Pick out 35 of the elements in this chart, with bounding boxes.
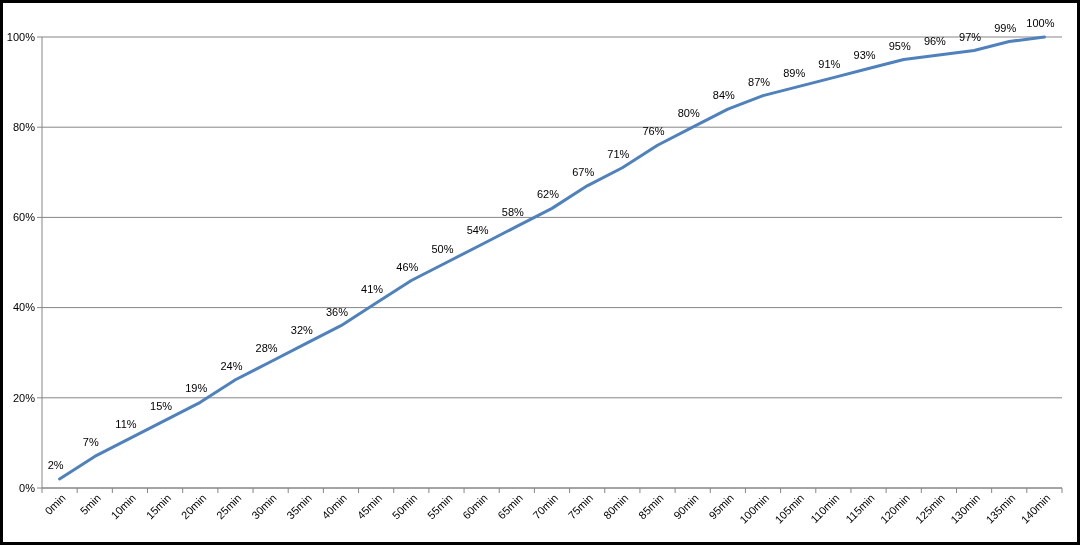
text: 41% xyxy=(361,283,384,296)
text: 50% xyxy=(431,242,454,255)
y-tick-label: 20% xyxy=(12,391,36,404)
text: 7% xyxy=(82,436,99,449)
text: 97% xyxy=(959,30,982,43)
text: 24% xyxy=(220,359,243,372)
text: 96% xyxy=(923,35,946,48)
text: 100% xyxy=(1026,17,1055,29)
text: 32% xyxy=(290,323,313,336)
text: 93% xyxy=(853,48,876,61)
text: 67% xyxy=(572,165,595,178)
text: 2% xyxy=(47,458,64,471)
text: 89% xyxy=(783,66,806,79)
text: 28% xyxy=(255,341,278,354)
text: 84% xyxy=(712,89,735,102)
text: 36% xyxy=(325,305,348,318)
y-tick-label: 80% xyxy=(12,121,36,134)
text: 54% xyxy=(466,224,489,237)
text: 99% xyxy=(994,21,1017,34)
y-tick-label: 100% xyxy=(6,30,36,43)
text: 87% xyxy=(748,75,771,88)
y-tick-label: 40% xyxy=(12,301,36,314)
text: 62% xyxy=(536,188,560,201)
text: 15% xyxy=(150,400,173,413)
text: 80% xyxy=(677,107,700,120)
text: 46% xyxy=(396,260,419,273)
text: 19% xyxy=(185,382,208,395)
text: 71% xyxy=(607,147,630,160)
text: 58% xyxy=(501,206,524,219)
y-tick-label: 0% xyxy=(19,481,36,494)
text: 95% xyxy=(888,39,911,52)
text: 91% xyxy=(818,57,841,70)
text: 11% xyxy=(115,418,137,431)
y-tick-label: 60% xyxy=(12,211,36,224)
text: 76% xyxy=(642,125,665,138)
